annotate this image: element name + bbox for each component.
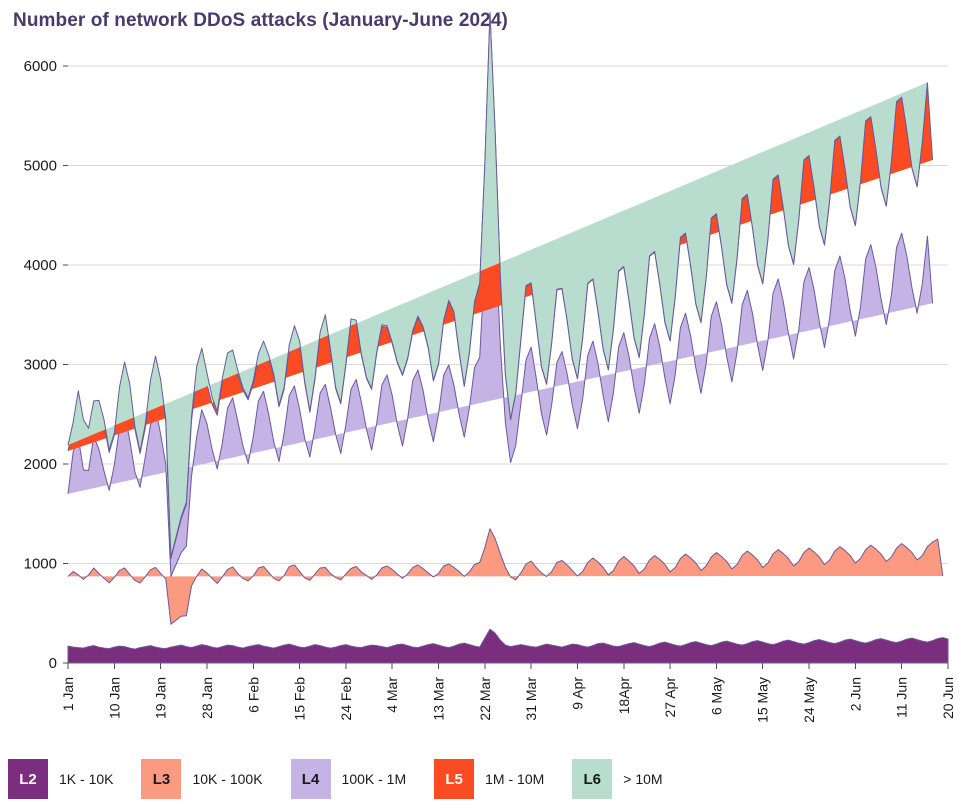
legend-item-l2[interactable]: L2 1K - 10K xyxy=(8,759,113,799)
x-tick-label: 28 Jan xyxy=(199,677,215,719)
x-tick-label: 9 Apr xyxy=(569,677,585,710)
x-tick-label: 6 May xyxy=(708,677,724,715)
stacked-area-plot: 0 1000 2000 3000 4000 5000 6000 1 Jan 10 Jan 19 … xyxy=(24,11,956,723)
legend-item-l5[interactable]: L5 1M - 10M xyxy=(434,759,544,799)
x-tick-label: 27 Apr xyxy=(662,677,678,718)
y-tick-label: 1000 xyxy=(24,556,57,573)
y-axis-group: 0 1000 2000 3000 4000 5000 6000 xyxy=(24,58,68,672)
legend-label-l2: 1K - 10K xyxy=(59,771,114,787)
y-tick-label: 4000 xyxy=(24,257,57,274)
x-tick-label: 4 Mar xyxy=(384,677,400,713)
x-tick-label: 24 May xyxy=(801,677,817,723)
x-tick-label: 10 Jan xyxy=(106,677,122,719)
area-series-l3 xyxy=(67,528,944,625)
chart-legend: L2 1K - 10K L3 10K - 100K L4 100K - 1M L5 1M - … xyxy=(8,756,691,802)
legend-item-l6[interactable]: L6 > 10M xyxy=(572,759,663,799)
area-series-l2 xyxy=(67,628,949,664)
area-series-l6 xyxy=(67,11,928,558)
legend-swatch-l4: L4 xyxy=(290,759,331,799)
x-tick-label: 15 Feb xyxy=(292,677,308,721)
legend-label-l6: > 10M xyxy=(623,771,663,787)
x-axis-group: 1 Jan 10 Jan 19 Jan 28 Jan 6 Feb 15 Feb 24 Feb… xyxy=(60,663,956,723)
x-tick-label: 2 Jun xyxy=(847,677,863,711)
area-series-l4 xyxy=(67,142,934,577)
x-tick-label: 20 Jun xyxy=(940,677,956,719)
legend-swatch-l2: L2 xyxy=(8,759,48,799)
x-tick-label: 1 Jan xyxy=(60,677,76,711)
legend-label-l5: 1M - 10M xyxy=(485,771,545,787)
legend-swatch-l5: L5 xyxy=(434,759,475,799)
y-tick-label: 5000 xyxy=(24,158,57,175)
x-tick-label: 31 Mar xyxy=(523,677,539,721)
x-tick-label: 18Apr xyxy=(616,677,632,715)
legend-item-l3[interactable]: L3 10K - 100K xyxy=(141,759,263,799)
y-tick-label: 2000 xyxy=(24,456,57,473)
area-series-l5 xyxy=(67,12,934,560)
area-series-group xyxy=(67,11,949,664)
x-tick-label: 13 Mar xyxy=(431,677,447,721)
x-tick-label: 24 Feb xyxy=(338,677,354,721)
x-tick-label: 11 Jun xyxy=(894,677,910,718)
legend-swatch-l3: L3 xyxy=(141,759,182,799)
legend-item-l4[interactable]: L4 100K - 1M xyxy=(290,759,407,799)
y-tick-label: 6000 xyxy=(24,58,57,75)
x-tick-label: 15 May xyxy=(755,677,771,723)
legend-label-l4: 100K - 1M xyxy=(341,771,407,787)
page-title: Number of network DDoS attacks (January-… xyxy=(13,10,508,31)
x-tick-label: 22 Mar xyxy=(477,677,493,721)
y-tick-label: 0 xyxy=(49,655,57,672)
y-tick-label: 3000 xyxy=(24,357,57,374)
legend-label-l3: 10K - 100K xyxy=(192,771,263,787)
x-tick-label: 19 Jan xyxy=(153,677,169,719)
legend-swatch-l6: L6 xyxy=(572,759,613,799)
x-tick-label: 6 Feb xyxy=(245,677,261,713)
